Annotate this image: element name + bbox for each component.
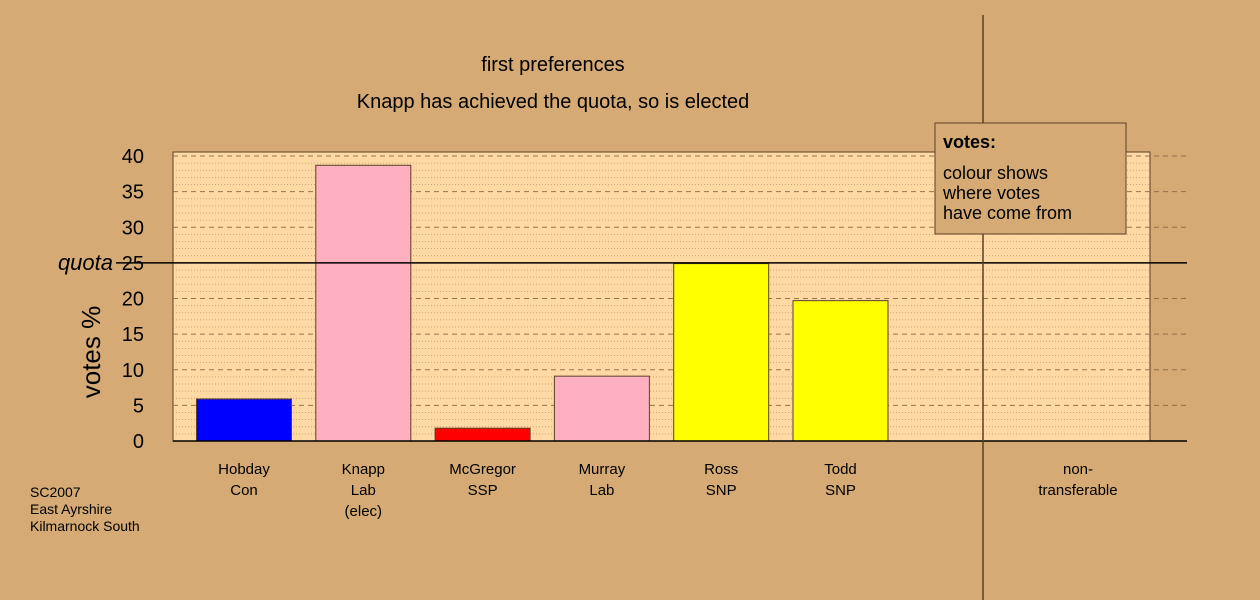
bar <box>792 300 889 442</box>
constituency-note: SC2007 East Ayrshire Kilmarnock South <box>30 484 140 534</box>
note-line: SC2007 <box>30 484 81 500</box>
y-tick-label: 40 <box>122 146 144 168</box>
y-tick-label: 35 <box>122 182 144 204</box>
legend: votes: colour shows where votes have com… <box>934 122 1127 235</box>
bars <box>196 164 889 442</box>
note-line: East Ayrshire <box>30 501 112 517</box>
bar <box>315 164 412 442</box>
category-label: (elec) <box>345 503 383 520</box>
bar <box>553 375 650 442</box>
y-tick-label: 20 <box>122 289 144 311</box>
legend-line: have come from <box>943 203 1072 223</box>
y-tick-label: 15 <box>122 324 144 346</box>
category-label: Ross <box>704 461 738 478</box>
bar <box>196 398 292 442</box>
category-label: Murray <box>579 461 626 478</box>
y-axis-label: votes % <box>76 306 106 399</box>
category-label: transferable <box>1038 482 1117 499</box>
y-tick-label: 5 <box>133 395 144 417</box>
legend-title: votes: <box>943 132 996 152</box>
y-tick-label: 30 <box>122 217 144 239</box>
category-label: SSP <box>468 482 498 499</box>
category-label: SNP <box>706 482 737 499</box>
y-tick-label: 0 <box>133 431 144 453</box>
y-tick-label: 25 <box>122 253 144 275</box>
y-tick-labels: 0 5 10 15 20 25 30 35 40 <box>122 146 144 453</box>
category-label: Hobday <box>218 461 270 478</box>
category-label: Todd <box>824 461 857 478</box>
category-label: non- <box>1063 461 1093 478</box>
y-tick-label: 10 <box>122 360 144 382</box>
legend-box <box>934 122 1127 235</box>
bar <box>434 427 531 442</box>
chart-title: first preferences <box>481 54 624 76</box>
legend-line: colour shows <box>943 163 1048 183</box>
category-label: Lab <box>589 482 614 499</box>
quota-label: quota <box>58 250 113 275</box>
chart-subtitle: Knapp has achieved the quota, so is elec… <box>357 91 750 113</box>
category-labels: Hobday Con Knapp Lab (elec) McGregor SSP Murray… <box>218 461 1117 520</box>
bar <box>673 263 770 442</box>
category-label: SNP <box>825 482 856 499</box>
category-label: McGregor <box>449 461 516 478</box>
note-line: Kilmarnock South <box>30 518 140 534</box>
category-label: Knapp <box>342 461 385 478</box>
category-label: Lab <box>351 482 376 499</box>
category-label: Con <box>230 482 258 499</box>
legend-line: where votes <box>942 183 1040 203</box>
